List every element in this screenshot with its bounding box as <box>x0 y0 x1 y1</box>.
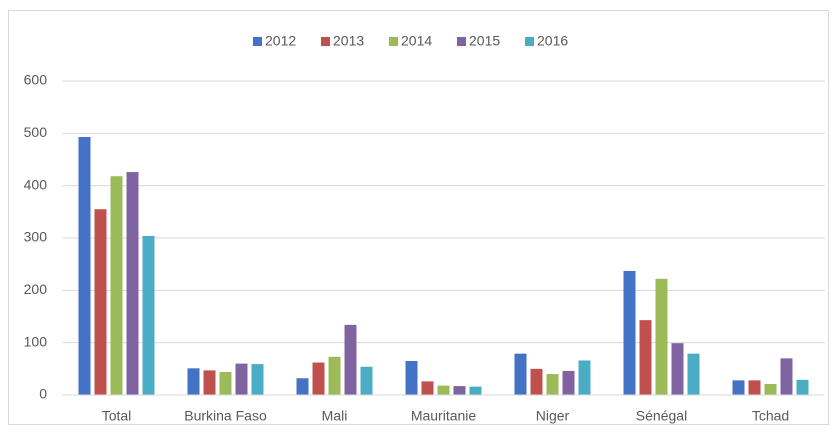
x-tick-label: Tchad <box>752 408 789 424</box>
legend-swatch <box>525 37 534 46</box>
legend-swatch <box>457 37 466 46</box>
bar <box>126 172 139 395</box>
bar <box>639 320 652 395</box>
bar <box>78 136 91 395</box>
legend-label: 2013 <box>333 33 364 49</box>
bar <box>453 386 466 395</box>
bar <box>94 209 107 395</box>
bar <box>562 370 575 395</box>
y-tick-label: 500 <box>24 124 48 140</box>
x-tick-label: Mauritanie <box>411 408 477 424</box>
bar <box>469 386 482 395</box>
bar <box>219 371 232 395</box>
legend-swatch <box>321 37 330 46</box>
bar <box>671 343 684 395</box>
bar <box>764 384 777 395</box>
bar <box>110 176 123 395</box>
legend-label: 2016 <box>537 33 568 49</box>
y-tick-label: 400 <box>24 176 48 192</box>
legend-swatch <box>389 37 398 46</box>
x-tick-label: Sénégal <box>636 408 687 424</box>
bar <box>655 278 668 395</box>
legend-label: 2015 <box>469 33 500 49</box>
bar <box>187 368 200 395</box>
y-tick-label: 600 <box>24 72 48 88</box>
legend-label: 2012 <box>265 33 296 49</box>
x-tick-label: Niger <box>536 408 570 424</box>
bar <box>437 385 450 395</box>
bar <box>312 362 325 395</box>
bar <box>142 235 155 395</box>
bar <box>421 381 434 395</box>
bar <box>328 356 341 395</box>
bar <box>405 360 418 395</box>
bar <box>687 353 700 395</box>
y-tick-label: 100 <box>24 333 48 349</box>
bar <box>203 370 216 395</box>
bar <box>578 360 591 395</box>
legend-label: 2014 <box>401 33 432 49</box>
bar <box>514 353 527 395</box>
bar <box>780 358 793 395</box>
bar <box>546 374 559 395</box>
x-tick-label: Mali <box>322 408 348 424</box>
bar <box>344 324 357 395</box>
bar <box>796 379 809 395</box>
bar <box>251 364 264 395</box>
bar <box>296 378 309 395</box>
y-tick-label: 300 <box>24 229 48 245</box>
x-tick-label: Total <box>102 408 132 424</box>
legend-swatch <box>253 37 262 46</box>
x-tick-label: Burkina Faso <box>184 408 267 424</box>
y-tick-label: 0 <box>39 386 47 402</box>
bar <box>235 363 248 395</box>
bar <box>623 270 636 395</box>
bar <box>732 380 745 395</box>
y-tick-label: 200 <box>24 281 48 297</box>
bar <box>360 366 373 395</box>
bar <box>748 380 761 395</box>
bar <box>530 368 543 395</box>
